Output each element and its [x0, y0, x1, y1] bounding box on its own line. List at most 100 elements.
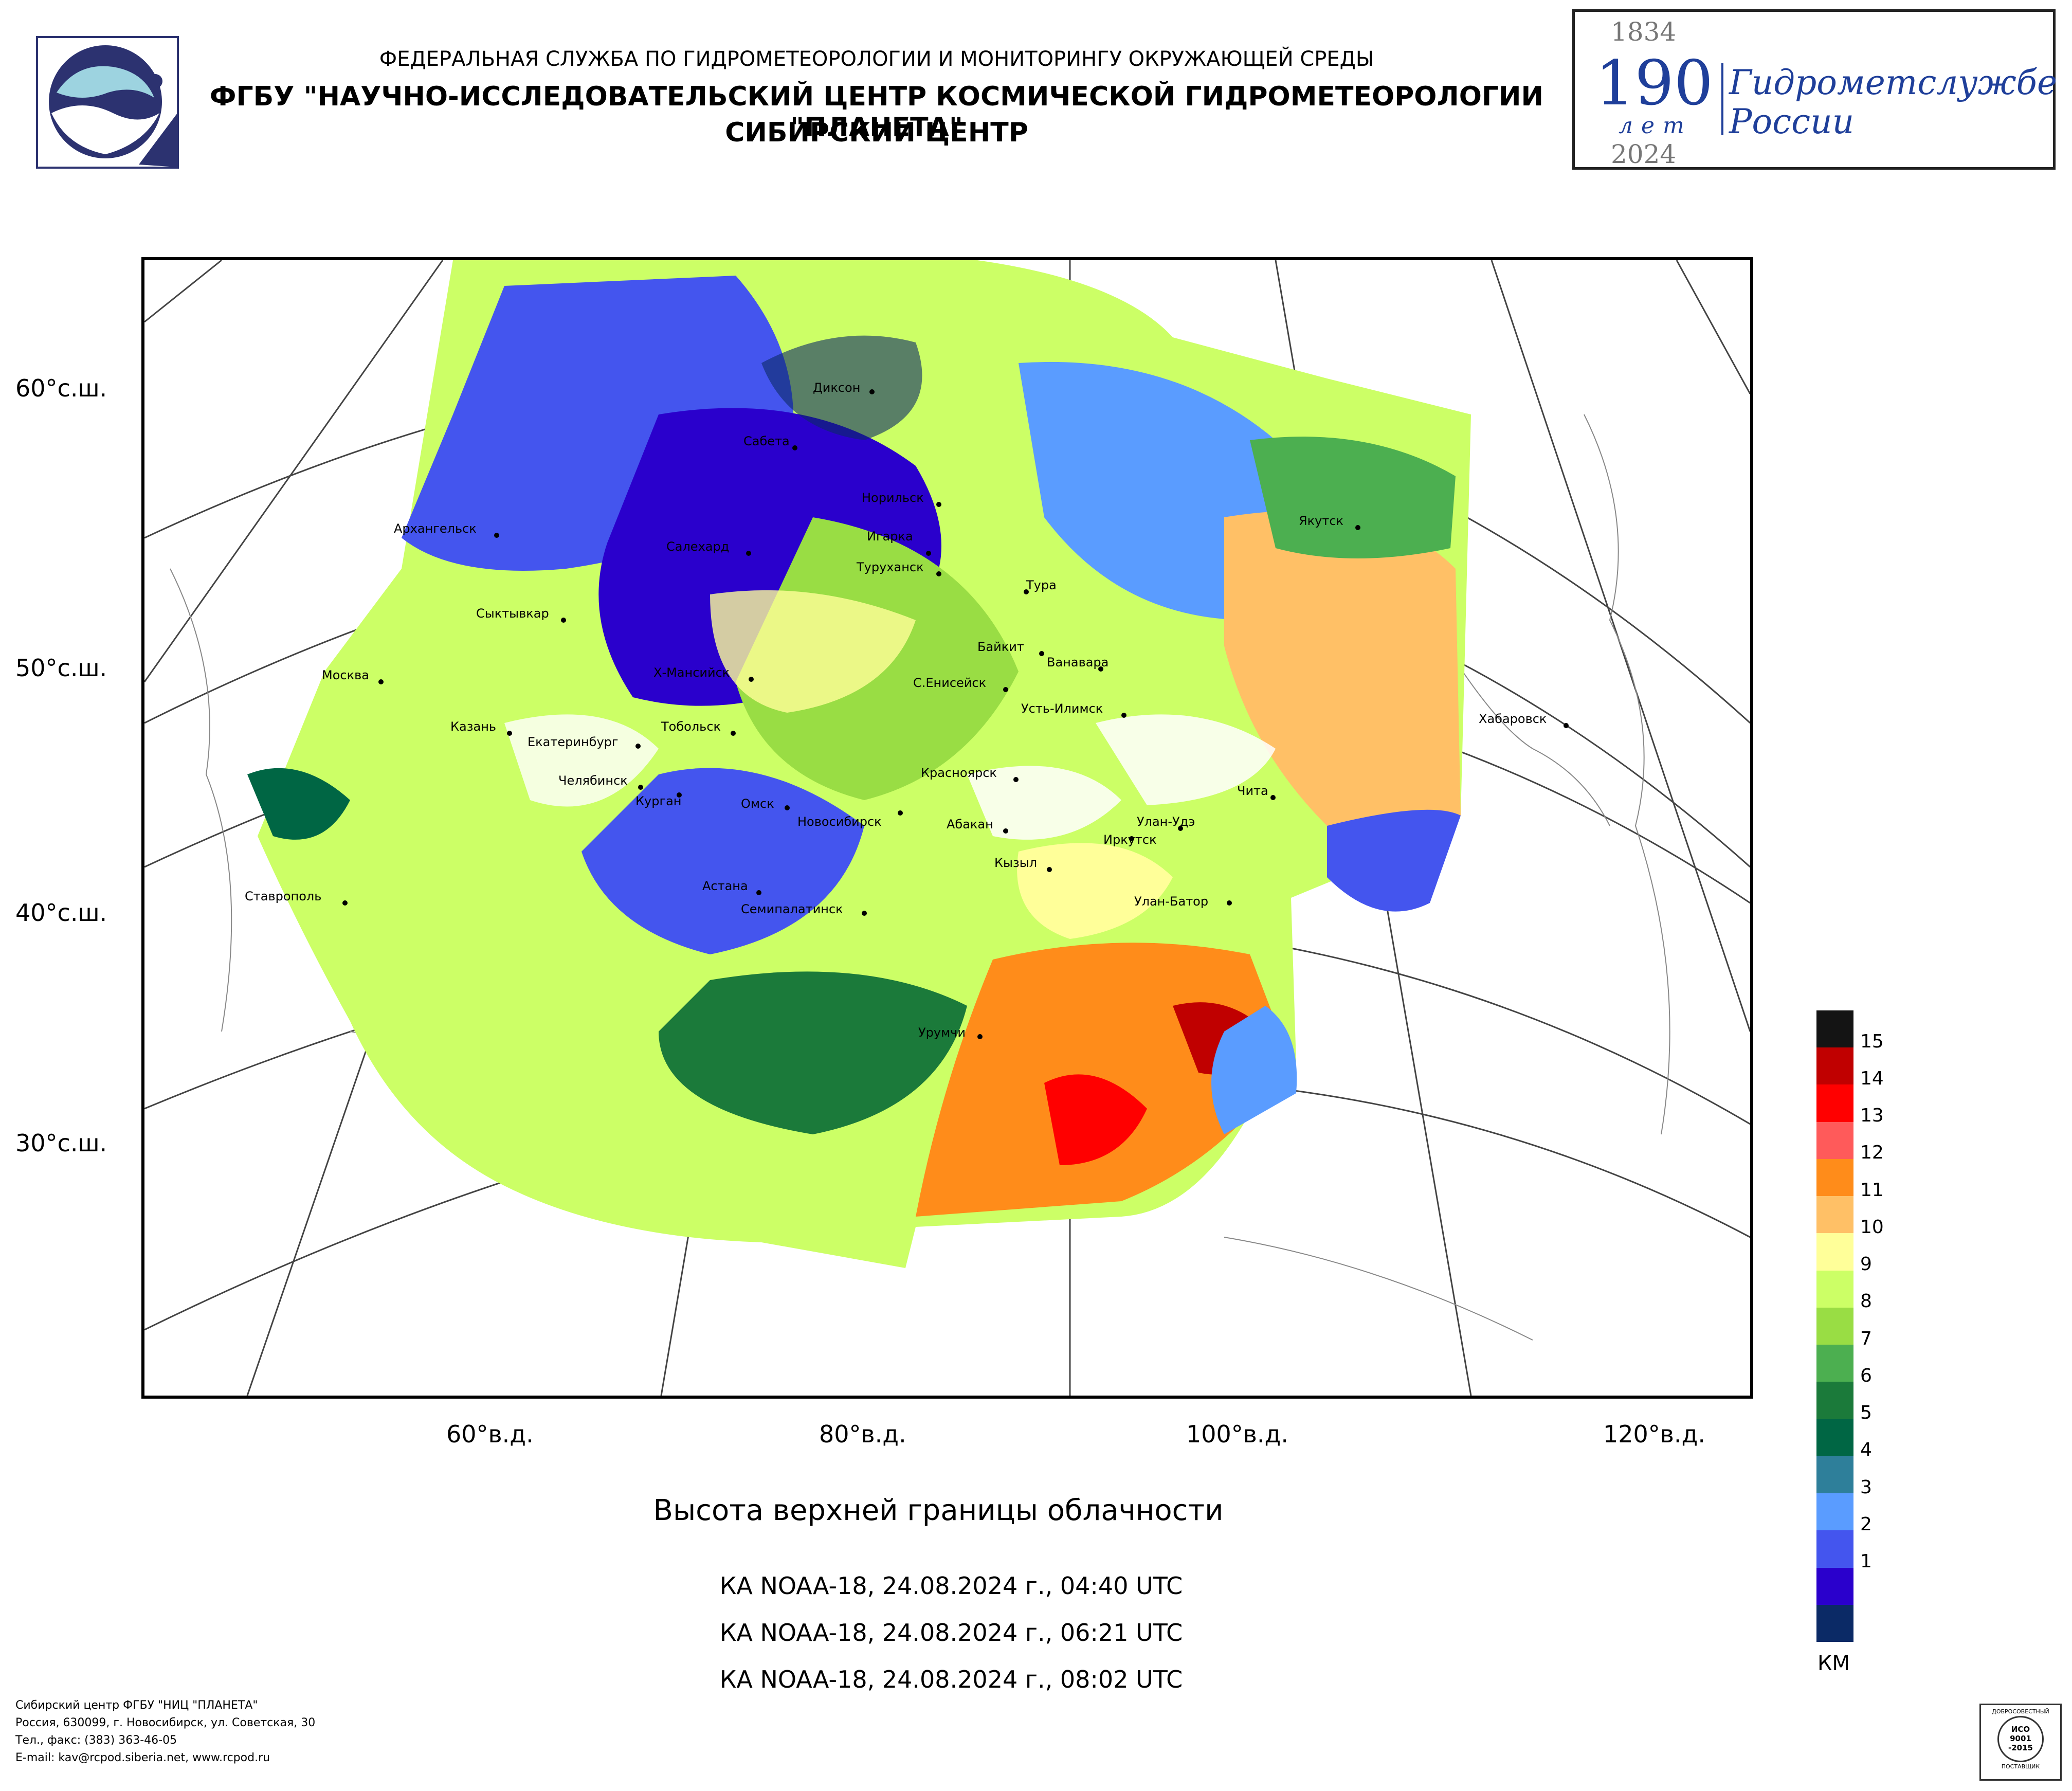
legend-label: 14	[1860, 1068, 1884, 1089]
legend-color-bar	[1816, 1010, 1853, 1642]
svg-text:Чита: Чита	[1237, 784, 1268, 798]
svg-text:Семипалатинск: Семипалатинск	[741, 902, 843, 916]
city-marker: Кызыл	[994, 856, 1052, 872]
svg-text:Улан-Батор: Улан-Батор	[1134, 894, 1208, 909]
city-marker: Казань	[450, 719, 512, 736]
city-marker: Ставрополь	[245, 889, 348, 906]
city-marker: Сабета	[743, 434, 797, 450]
city-marker: Якутск	[1299, 514, 1360, 530]
legend-swatch	[1816, 1233, 1853, 1271]
lat-label-50: 50°с.ш.	[15, 654, 107, 682]
legend-swatch	[1816, 1456, 1853, 1494]
city-marker: Новосибирск	[797, 810, 903, 829]
svg-text:Ванавара: Ванавара	[1047, 655, 1108, 670]
footer-line-1: Сибирский центр ФГБУ "НИЦ "ПЛАНЕТА"	[15, 1699, 258, 1712]
footer-line-4: E-mail: kav@rcpod.siberia.net, www.rcpod…	[15, 1751, 270, 1764]
lat-label-40: 40°с.ш.	[15, 899, 107, 927]
city-marker: Иркутск	[1103, 833, 1157, 847]
svg-text:Х-Мансийск: Х-Мансийск	[653, 665, 730, 680]
legend-label: 5	[1860, 1402, 1872, 1424]
legend-swatch	[1816, 1196, 1853, 1234]
svg-text:Сабета: Сабета	[743, 434, 790, 448]
svg-text:Екатеринбург: Екатеринбург	[528, 735, 618, 749]
city-marker: Омск	[741, 797, 790, 811]
anniversary-divider	[1721, 63, 1723, 135]
cloud-top-map: Диксон Сабета Норильск Архангельск Салех…	[141, 257, 1753, 1399]
legend-label: 4	[1860, 1439, 1872, 1461]
legend-label: 15	[1860, 1030, 1884, 1052]
pass-line-3: КА NOAA-18, 24.08.2024 г., 08:02 UTC	[719, 1666, 1183, 1693]
legend-label: 2	[1860, 1513, 1872, 1535]
city-marker: Красноярск	[921, 766, 1019, 782]
city-marker: Усть-Илимск	[1021, 701, 1126, 718]
svg-text:Челябинск: Челябинск	[558, 773, 628, 788]
iso-badge-mid2: 9001	[2010, 1734, 2031, 1743]
planeta-logo-icon	[36, 36, 179, 169]
svg-text:Новосибирск: Новосибирск	[797, 815, 882, 829]
city-marker: Москва	[322, 668, 384, 684]
city-marker: Туруханск	[856, 560, 941, 576]
pass-line-1: КА NOAA-18, 24.08.2024 г., 04:40 UTC	[719, 1572, 1183, 1600]
header-line-2: ФГБУ "НАУЧНО-ИССЛЕДОВАТЕЛЬСКИЙ ЦЕНТР КОС…	[209, 81, 1544, 143]
legend-swatch	[1816, 1382, 1853, 1419]
legend-label: 12	[1860, 1142, 1884, 1164]
anniversary-year-start: 1834	[1611, 17, 1677, 47]
svg-text:Улан-Удэ: Улан-Удэ	[1137, 815, 1195, 829]
city-marker: Диксон	[813, 381, 875, 395]
anniversary-text: Гидрометслужбе России	[1729, 63, 2057, 141]
svg-text:Казань: Казань	[450, 719, 496, 734]
header-line-3: СИБИРСКИЙ ЦЕНТР	[725, 117, 1028, 148]
legend-label: 3	[1860, 1476, 1872, 1498]
legend-label: 9	[1860, 1254, 1872, 1275]
lat-label-30: 30°с.ш.	[15, 1129, 107, 1157]
legend-unit: КМ	[1817, 1652, 1850, 1675]
svg-text:Игарка: Игарка	[867, 529, 913, 544]
legend-swatch	[1816, 1084, 1853, 1122]
legend-swatch	[1816, 1121, 1853, 1159]
iso-badge-mid3: -2015	[2008, 1743, 2033, 1752]
svg-text:Курган: Курган	[635, 794, 681, 808]
pass-line-2: КА NOAA-18, 24.08.2024 г., 06:21 UTC	[719, 1619, 1183, 1647]
iso-badge: ДОБРОСОВЕСТНЫЙ ИСО 9001 -2015 ПОСТАВЩИК	[1979, 1704, 2062, 1781]
city-marker: Сыктывкар	[476, 606, 566, 623]
iso-badge-bottom: ПОСТАВЩИК	[2001, 1763, 2040, 1770]
city-marker: Челябинск	[558, 773, 643, 790]
svg-text:Якутск: Якутск	[1299, 514, 1343, 528]
city-marker: Чита	[1237, 784, 1276, 800]
svg-text:Салехард: Салехард	[666, 539, 729, 554]
legend-label: 6	[1860, 1365, 1872, 1386]
city-marker: С.Енисейск	[913, 676, 1008, 692]
city-marker: Астана	[702, 879, 761, 895]
legend-label: 8	[1860, 1291, 1872, 1312]
legend-swatch	[1816, 1419, 1853, 1456]
city-marker: Хабаровск	[1479, 712, 1569, 728]
footer-line-2: Россия, 630099, г. Новосибирск, ул. Сове…	[15, 1716, 316, 1729]
iso-badge-mid1: ИСО	[2011, 1725, 2030, 1734]
city-marker: Х-Мансийск	[653, 665, 754, 682]
svg-text:Красноярск: Красноярск	[921, 766, 997, 780]
svg-text:С.Енисейск: С.Енисейск	[913, 676, 986, 690]
planeta-logo	[36, 36, 179, 169]
city-marker: Архангельск	[394, 521, 499, 538]
city-marker: Улан-Удэ	[1137, 815, 1195, 831]
city-marker: Ванавара	[1047, 655, 1108, 672]
legend-swatch	[1816, 1567, 1853, 1605]
svg-text:Тура: Тура	[1026, 578, 1057, 592]
footer-contact: Сибирский центр ФГБУ "НИЦ "ПЛАНЕТА" Росс…	[15, 1697, 315, 1767]
svg-text:Абакан: Абакан	[947, 817, 993, 831]
legend-label: 13	[1860, 1105, 1884, 1127]
svg-text:Архангельск: Архангельск	[394, 521, 477, 536]
legend-swatch	[1816, 1604, 1853, 1642]
city-marker: Улан-Батор	[1134, 894, 1232, 909]
anniversary-number: 190	[1595, 48, 1714, 119]
anniversary-year-end: 2024	[1611, 139, 1677, 169]
city-marker: Семипалатинск	[741, 902, 867, 916]
svg-text:Сыктывкар: Сыктывкар	[476, 606, 549, 621]
svg-text:Урумчи: Урумчи	[918, 1025, 966, 1040]
product-title: Высота верхней границы облачности	[653, 1494, 1224, 1527]
header-line-1: ФЕДЕРАЛЬНАЯ СЛУЖБА ПО ГИДРОМЕТЕОРОЛОГИИ …	[379, 47, 1374, 71]
anniversary-text-line-2: России	[1729, 101, 1855, 141]
legend-swatch	[1816, 1047, 1853, 1085]
svg-text:Ставрополь: Ставрополь	[245, 889, 321, 903]
legend-swatch	[1816, 1493, 1853, 1531]
